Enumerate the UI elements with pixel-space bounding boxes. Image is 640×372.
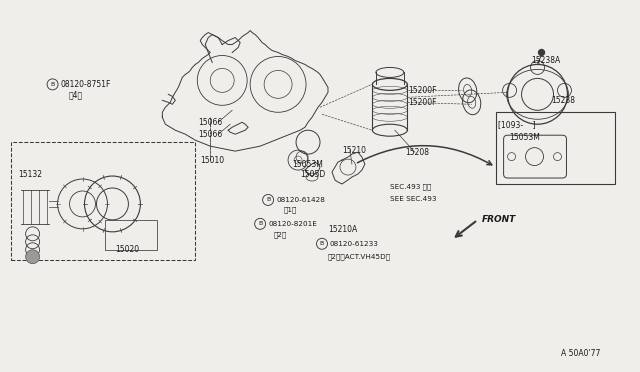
Text: 15238A: 15238A <box>532 56 561 65</box>
Text: [1093-    ]: [1093- ] <box>498 120 535 129</box>
Text: （1）: （1） <box>284 206 298 213</box>
Text: 08120-8201E: 08120-8201E <box>268 221 317 227</box>
Text: 15200F: 15200F <box>408 86 436 95</box>
Text: （2）（ACT.VH45D）: （2）（ACT.VH45D） <box>328 253 391 260</box>
Text: B: B <box>320 241 324 246</box>
Text: 15132: 15132 <box>19 170 43 179</box>
Circle shape <box>26 250 40 264</box>
Text: 15053M: 15053M <box>292 160 323 169</box>
Text: 15210A: 15210A <box>328 225 357 234</box>
Text: FRONT: FRONT <box>482 215 516 224</box>
Text: B: B <box>266 198 270 202</box>
Text: B: B <box>51 82 54 87</box>
Text: 15066: 15066 <box>198 118 223 127</box>
Text: 1505D: 1505D <box>300 170 325 179</box>
Text: 15010: 15010 <box>200 155 225 164</box>
Text: 15210: 15210 <box>342 145 366 155</box>
Text: 15208: 15208 <box>405 148 429 157</box>
Text: SEE SEC.493: SEE SEC.493 <box>390 196 436 202</box>
Text: B: B <box>258 221 262 226</box>
Text: （2）: （2） <box>274 231 287 238</box>
Text: 15238: 15238 <box>552 96 575 105</box>
Text: A 50A0'77: A 50A0'77 <box>561 349 601 358</box>
Text: SEC.493 参照: SEC.493 参照 <box>390 184 431 190</box>
Text: 15020: 15020 <box>115 245 140 254</box>
Text: 15053M: 15053M <box>509 133 540 142</box>
Text: 15066: 15066 <box>198 130 223 139</box>
Circle shape <box>538 49 545 55</box>
Text: 08120-8751F: 08120-8751F <box>61 80 111 89</box>
Text: 15200F: 15200F <box>408 98 436 107</box>
Text: （4）: （4） <box>68 91 83 100</box>
Text: 08120-61233: 08120-61233 <box>330 241 379 247</box>
Text: 08120-61428: 08120-61428 <box>276 197 325 203</box>
